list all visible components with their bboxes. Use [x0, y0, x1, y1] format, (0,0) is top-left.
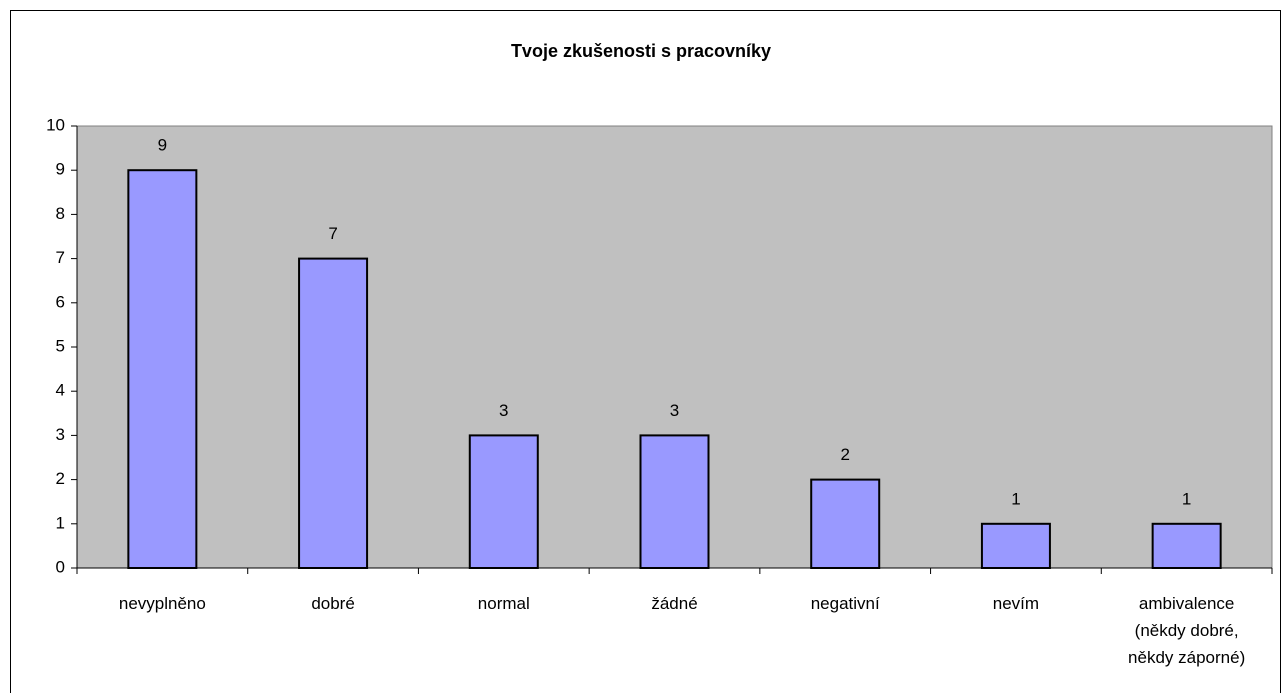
y-tick-label: 1 [56, 513, 65, 532]
x-tick-label: dobré [311, 594, 355, 613]
data-label: 3 [499, 401, 508, 420]
x-tick-label: normal [477, 594, 530, 613]
y-tick-label: 3 [56, 425, 65, 444]
bar [639, 434, 710, 569]
bar [298, 257, 369, 569]
data-label: 7 [328, 224, 337, 243]
bar [810, 478, 881, 570]
y-tick-label: 6 [56, 292, 65, 311]
bar [1151, 522, 1222, 569]
y-tick-label: 0 [56, 557, 65, 576]
data-label: 1 [1182, 489, 1191, 508]
y-tick-label: 8 [56, 204, 65, 223]
data-label: 3 [670, 401, 679, 420]
x-tick-label: negativní [810, 594, 880, 613]
y-tick-label: 9 [56, 160, 65, 179]
data-label: 9 [158, 136, 167, 155]
data-label: 1 [1011, 489, 1020, 508]
x-tick-label: nevím [992, 594, 1040, 613]
x-tick-label: nevyplněno [118, 594, 206, 613]
y-tick-label: 4 [56, 381, 65, 400]
y-tick-label: 5 [56, 336, 65, 355]
y-tick-label: 7 [56, 248, 65, 267]
y-tick-label: 10 [46, 115, 65, 134]
chart-title: Tvoje zkušenosti s pracovníky [511, 41, 771, 61]
bar [127, 169, 198, 569]
x-tick-label: žádné [651, 594, 698, 613]
bar [468, 434, 539, 569]
x-tick-label: ambivalence (někdy dobré, někdy záporné) [1128, 594, 1246, 667]
y-tick-label: 2 [56, 469, 65, 488]
bar [980, 522, 1051, 569]
data-label: 2 [840, 445, 849, 464]
